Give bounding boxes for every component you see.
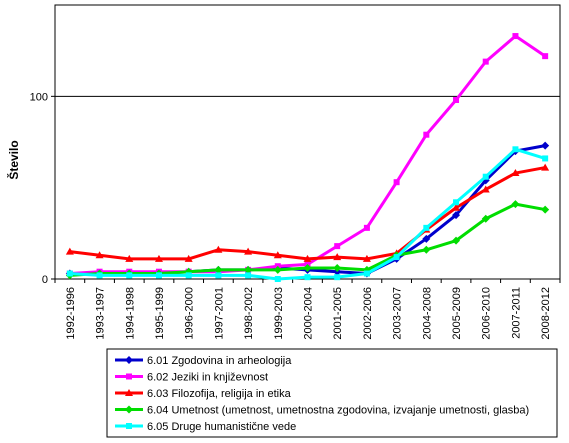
x-tick-label: 1999-2003 bbox=[273, 287, 285, 340]
data-point bbox=[154, 254, 163, 262]
x-tick-label: 1995-1999 bbox=[154, 287, 166, 340]
data-point bbox=[482, 58, 489, 65]
data-point bbox=[244, 247, 253, 255]
y-tick-label: 0 bbox=[42, 274, 48, 286]
data-point bbox=[273, 265, 282, 274]
data-point bbox=[453, 96, 460, 103]
legend-label: 6.05 Druge humanistične vede bbox=[147, 421, 296, 433]
plot-area bbox=[54, 4, 561, 280]
data-point bbox=[541, 163, 550, 171]
data-point bbox=[66, 270, 73, 277]
data-point bbox=[334, 243, 341, 250]
data-point bbox=[453, 199, 460, 206]
data-point bbox=[155, 272, 162, 279]
data-point bbox=[185, 272, 192, 279]
data-point bbox=[303, 254, 312, 262]
data-point bbox=[541, 205, 550, 214]
legend-box bbox=[106, 348, 558, 438]
series-5 bbox=[66, 146, 549, 282]
data-point bbox=[273, 251, 282, 259]
data-point bbox=[511, 200, 520, 209]
data-point bbox=[393, 254, 400, 261]
legend-item: 6.02 Jeziki in književnost bbox=[115, 372, 268, 384]
data-point bbox=[214, 265, 223, 274]
legend-item: 6.04 Umetnost (umetnost, umetnostna zgod… bbox=[115, 405, 529, 417]
data-point bbox=[542, 53, 549, 60]
x-tick-label: 2008-2012 bbox=[540, 287, 552, 340]
data-point bbox=[363, 270, 370, 277]
legend-label: 6.01 Zgodovina in arheologija bbox=[147, 355, 292, 367]
plot-frame bbox=[54, 4, 561, 280]
data-point bbox=[542, 155, 549, 162]
data-point bbox=[126, 423, 132, 429]
x-tick-label: 2007-2011 bbox=[510, 287, 522, 339]
x-tick-label: 2003-2007 bbox=[392, 287, 404, 340]
data-point bbox=[214, 245, 223, 253]
data-point bbox=[423, 131, 430, 138]
legend-label: 6.03 Filozofija, religija in etika bbox=[147, 388, 292, 400]
y-axis: 0 100 bbox=[30, 91, 560, 286]
data-point bbox=[333, 253, 342, 261]
y-tick-label: 100 bbox=[30, 91, 48, 103]
data-point bbox=[393, 179, 400, 186]
data-point bbox=[125, 254, 134, 262]
data-point bbox=[334, 274, 341, 281]
data-point bbox=[274, 276, 281, 282]
legend: 6.01 Zgodovina in arheologija 6.02 Jeziki… bbox=[106, 348, 558, 438]
data-point bbox=[96, 272, 103, 279]
data-point bbox=[422, 234, 431, 243]
x-tick-label: 1992-1996 bbox=[65, 287, 77, 340]
data-point bbox=[481, 185, 490, 193]
data-point bbox=[303, 264, 312, 273]
data-point bbox=[244, 265, 253, 274]
data-point bbox=[362, 254, 371, 262]
series-layer bbox=[65, 33, 550, 282]
data-point bbox=[125, 405, 133, 414]
x-axis: 1992-1996 1993-1997 1994-1998 1995-1999 1996… bbox=[54, 279, 561, 340]
x-tick-label: 1996-2000 bbox=[184, 287, 196, 340]
legend-item: 6.01 Zgodovina in arheologija bbox=[115, 355, 292, 367]
data-point bbox=[333, 264, 342, 273]
data-point bbox=[215, 272, 222, 279]
x-tick-label: 2001-2005 bbox=[332, 287, 344, 340]
data-point bbox=[304, 274, 311, 281]
data-point bbox=[541, 141, 550, 150]
data-point bbox=[184, 254, 193, 262]
data-point bbox=[125, 356, 133, 364]
x-tick-label: 2002-2006 bbox=[362, 287, 374, 340]
data-point bbox=[512, 146, 519, 153]
x-tick-label: 2004-2008 bbox=[421, 287, 433, 340]
data-point bbox=[511, 169, 520, 177]
x-tick-label: 1998-2002 bbox=[243, 287, 255, 340]
data-point bbox=[512, 33, 519, 40]
data-point bbox=[125, 389, 133, 396]
data-point bbox=[481, 214, 490, 223]
data-point bbox=[126, 272, 133, 279]
data-point bbox=[452, 236, 461, 245]
data-point bbox=[363, 224, 370, 231]
x-tick-label: 2006-2010 bbox=[481, 287, 493, 340]
x-tick-label: 1994-1998 bbox=[124, 287, 136, 340]
legend-item: 6.03 Filozofija, religija in etika bbox=[115, 388, 292, 400]
data-point bbox=[245, 272, 252, 279]
data-point bbox=[452, 203, 461, 211]
y-axis-title: Število bbox=[6, 140, 21, 179]
data-point bbox=[422, 245, 431, 254]
legend-label: 6.04 Umetnost (umetnost, umetnostna zgod… bbox=[147, 405, 529, 417]
x-tick-label: 1997-2001 bbox=[213, 287, 225, 340]
legend-item: 6.05 Druge humanistične vede bbox=[115, 421, 296, 433]
data-point bbox=[423, 224, 430, 231]
x-tick-label: 1993-1997 bbox=[95, 287, 107, 340]
legend-label: 6.02 Jeziki in književnost bbox=[147, 372, 268, 384]
x-tick-label: 2005-2009 bbox=[451, 287, 463, 340]
data-point bbox=[452, 211, 461, 220]
data-point bbox=[65, 247, 74, 255]
x-tick-label: 2000-2004 bbox=[303, 287, 315, 340]
data-point bbox=[95, 251, 104, 259]
data-point bbox=[126, 373, 132, 380]
data-point bbox=[482, 173, 489, 180]
